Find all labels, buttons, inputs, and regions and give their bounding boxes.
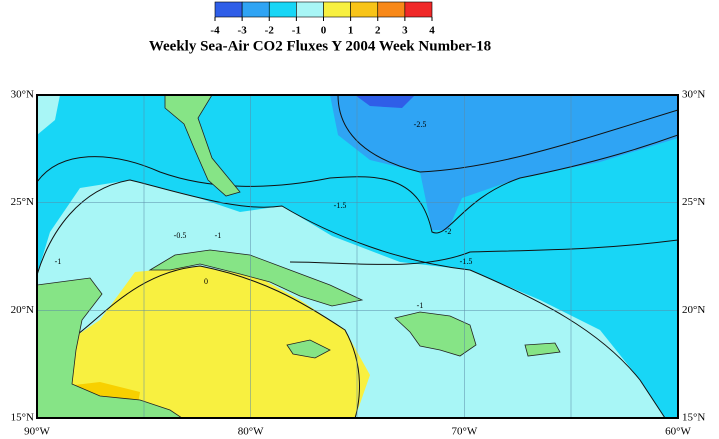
y-tick-label-right: 20°N [682,304,705,316]
flux-field [355,95,415,108]
y-tick-label: 15°N [11,412,34,424]
y-tick-label-right: 25°N [682,196,705,208]
contour [337,95,678,173]
x-tick-label: 90°W [24,426,50,438]
contour-label: -2.5 [414,120,427,129]
colorbar-segment [268,1,297,18]
colorbar-label: 4 [429,25,435,37]
colorbar-segment [241,1,270,18]
colorbar-segment [404,1,433,18]
colorbar-label: 2 [375,25,381,37]
flux-field [330,95,678,230]
contour [289,239,678,265]
contour-label: -1 [215,231,222,240]
colorbar: -4 -3 -2 -1 0 1 2 3 4 [210,1,435,37]
grid [37,95,678,418]
contour-labels: -2.5 -2 -1.5 -1 -0.5 -1 0 -1 -1.5 [55,120,473,310]
contour-label: -1.5 [334,201,347,210]
y-tick-label: 30°N [11,89,34,101]
colorbar-segment [377,1,406,18]
contour [37,134,678,234]
x-tick-label: 60°W [665,426,691,438]
y-tick-label: 25°N [11,196,34,208]
flux-field [70,266,370,418]
map-frame [36,94,679,419]
y-tick-label: 20°N [11,304,34,316]
x-tick-label: 70°W [451,426,477,438]
colorbar-segment [296,1,324,18]
land [524,342,561,357]
colorbar-label: 3 [402,25,408,37]
land [394,311,477,357]
contour-label: -1.5 [460,257,473,266]
y-tick-label-right: 30°N [682,89,705,101]
flux-field [37,95,60,135]
colorbar-segment [350,1,379,18]
contour [37,179,666,418]
colorbar-label: -3 [238,25,248,37]
colorbar-label: 0 [321,25,327,37]
colorbar-label: -4 [210,25,220,37]
colorbar-label: -2 [265,25,275,37]
land [164,95,241,197]
land [37,277,183,418]
contour [69,265,360,418]
contour-label: -1 [417,301,424,310]
colorbar-label: -1 [292,25,301,37]
contour-label: -2 [445,227,452,236]
land [286,339,331,359]
contour-label: -0.5 [174,231,187,240]
colorbar-segment [323,1,351,18]
map-area: -2.5 -2 -1.5 -1 -0.5 -1 0 -1 -1.5 [37,95,678,418]
land [148,249,364,307]
y-tick-label-right: 15°N [682,412,705,424]
contour-label: 0 [204,277,208,286]
x-tick-label: 80°W [238,426,264,438]
map-title: Weekly Sea-Air CO2 Fluxes Y 2004 Week Nu… [149,38,491,54]
colorbar-label: 1 [348,25,354,37]
colorbar-segment [214,1,243,18]
contour-label: -1 [55,257,62,266]
